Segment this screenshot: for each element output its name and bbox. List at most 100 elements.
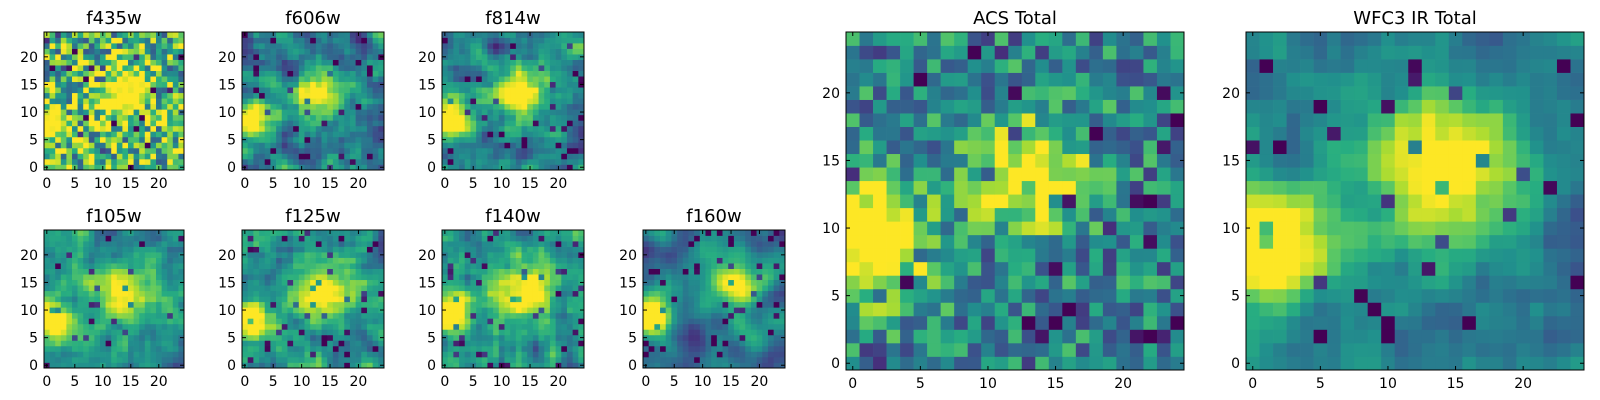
heatmap-cell (315, 43, 322, 49)
heatmap-cell (167, 323, 174, 330)
heatmap-cell (60, 164, 67, 171)
heatmap-cell (116, 312, 123, 319)
heatmap-cell (572, 307, 579, 314)
heatmap-cell (527, 87, 534, 94)
heatmap-cell (1062, 153, 1077, 168)
heatmap-cell (521, 285, 528, 292)
heatmap-cell (264, 301, 271, 308)
heatmap-cell (161, 274, 168, 281)
heatmap-cell (1170, 302, 1185, 317)
heatmap-cell (139, 329, 146, 336)
x-tick-label: 10 (94, 374, 112, 390)
heatmap-cell (83, 263, 90, 269)
heatmap-cell (886, 207, 901, 222)
heatmap-cell (361, 285, 368, 292)
heatmap-cell (688, 274, 695, 281)
heatmap-cell (372, 318, 379, 325)
heatmap-cell (561, 37, 568, 44)
heatmap-cell (561, 54, 568, 60)
heatmap-cell (116, 323, 123, 330)
heatmap-cell (253, 345, 260, 352)
heatmap-cell (643, 257, 650, 264)
heatmap-cell (310, 318, 317, 325)
heatmap-cell (172, 345, 179, 352)
heatmap-cell (716, 268, 723, 275)
heatmap-cell (242, 59, 249, 66)
heatmap-cell (711, 285, 718, 292)
heatmap-cell (172, 125, 179, 132)
heatmap-cell (150, 356, 157, 363)
heatmap-cell (242, 65, 249, 71)
heatmap-cell (561, 70, 568, 77)
heatmap-cell (453, 312, 460, 319)
heatmap-cell (677, 362, 684, 369)
heatmap-cell (253, 103, 260, 110)
heatmap-cell (122, 246, 129, 253)
heatmap-cell (722, 356, 729, 363)
heatmap-cell (504, 235, 511, 242)
heatmap-cell (338, 70, 345, 77)
heatmap-cell (1102, 275, 1117, 290)
heatmap-cell (1008, 288, 1023, 303)
heatmap-cell (287, 257, 294, 264)
heatmap-cell (116, 230, 123, 236)
heatmap-cell (779, 230, 786, 236)
heatmap-cell (660, 345, 667, 352)
heatmap-cell (105, 246, 112, 253)
heatmap-cell (481, 252, 488, 258)
heatmap-cell (722, 351, 729, 358)
heatmap-cell (276, 54, 283, 60)
heatmap-cell (66, 164, 73, 171)
heatmap-cell (122, 274, 129, 281)
heatmap-cell (954, 302, 969, 317)
heatmap-cell (321, 362, 328, 369)
heatmap-cell (144, 54, 151, 60)
heatmap-cell (178, 268, 185, 275)
heatmap-cell (161, 87, 168, 94)
heatmap-cell (767, 257, 774, 264)
heatmap-cell (510, 153, 517, 160)
heatmap-cell (55, 142, 62, 149)
heatmap-cell (481, 345, 488, 352)
heatmap-cell (293, 54, 300, 60)
heatmap-cell (532, 48, 539, 55)
heatmap-cell (470, 345, 477, 352)
heatmap-cell (44, 246, 50, 253)
heatmap-cell (453, 92, 460, 99)
heatmap-cell (538, 76, 545, 83)
heatmap-cell (470, 65, 477, 71)
heatmap-cell (172, 37, 179, 44)
heatmap-cell (247, 158, 254, 165)
heatmap-cell (442, 158, 449, 165)
heatmap-cell (688, 257, 695, 264)
heatmap-cell (60, 43, 67, 49)
heatmap-cell (481, 92, 488, 99)
heatmap-cell (287, 164, 294, 171)
heatmap-cell (150, 362, 157, 369)
heatmap-cell (566, 92, 573, 99)
heatmap-cell (767, 235, 774, 242)
heatmap-cell (756, 307, 763, 314)
heatmap-cell (111, 340, 118, 347)
heatmap-cell (172, 307, 179, 314)
heatmap-cell (1021, 153, 1036, 168)
heatmap-cell (60, 235, 67, 242)
heatmap-cell (476, 98, 483, 105)
heatmap-cell (504, 285, 511, 292)
heatmap-cell (281, 263, 288, 269)
heatmap-cell (453, 241, 460, 247)
heatmap-cell (77, 290, 84, 297)
heatmap-cell (555, 131, 562, 138)
heatmap-cell (321, 98, 328, 105)
heatmap-cell (315, 235, 322, 242)
heatmap-cell (66, 81, 73, 88)
heatmap-cell (310, 279, 317, 286)
heatmap-cell (913, 167, 928, 182)
heatmap-cell (459, 230, 466, 236)
heatmap-cell (549, 307, 556, 314)
heatmap-cell (94, 301, 101, 308)
heatmap-cell (264, 158, 271, 165)
heatmap-cell (967, 356, 982, 371)
heatmap-cell (55, 136, 62, 143)
heatmap-cell (111, 268, 118, 275)
